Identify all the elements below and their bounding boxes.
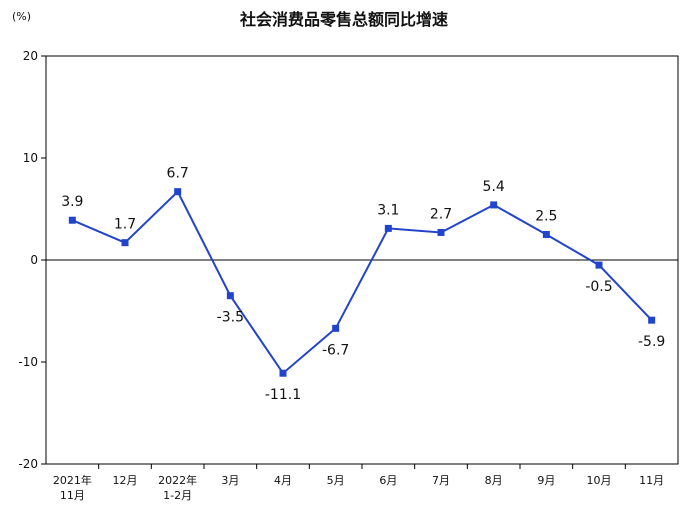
data-label: -11.1 — [265, 387, 301, 403]
y-unit-label: (%) — [12, 10, 31, 23]
data-label: 2.5 — [535, 209, 557, 225]
x-tick-label-line: 3月 — [221, 474, 239, 487]
data-labels: 3.9 1.7 6.7 -3.5 -11.1 -6.7 3.1 2.7 5.4 2.5 -0.5 -5… — [61, 166, 665, 404]
x-tick-label: 4月 — [274, 474, 292, 487]
data-label: -3.5 — [217, 310, 244, 326]
data-label: 2.7 — [430, 206, 452, 222]
x-tick-label: 6月 — [379, 474, 397, 487]
x-tick-label: 11月 — [639, 474, 664, 487]
data-point — [542, 231, 550, 238]
data-point — [648, 316, 656, 324]
y-tick-label: -10 — [18, 355, 38, 369]
x-tick-label: 2022年 1-2月 — [158, 473, 197, 502]
x-tick-label: 3月 — [221, 474, 239, 487]
data-point — [226, 292, 234, 300]
data-point — [279, 369, 287, 377]
y-tick-label: 0 — [30, 253, 38, 267]
x-tick-label-line: 7月 — [432, 474, 450, 487]
y-tick-label: 20 — [23, 49, 38, 63]
x-tick-label: 12月 — [113, 474, 138, 487]
data-label: -5.9 — [638, 334, 665, 350]
y-tick-label: 10 — [23, 151, 38, 165]
data-point — [174, 188, 182, 196]
x-tick-label: 10月 — [587, 474, 612, 487]
x-tick-label-line: 5月 — [327, 474, 345, 487]
x-tick-label-line: 12月 — [113, 474, 138, 487]
data-point — [437, 228, 445, 236]
y-tick-label: -20 — [18, 457, 38, 471]
data-label: 1.7 — [114, 217, 136, 233]
data-label: -6.7 — [322, 342, 349, 358]
x-tick-label-line: 10月 — [587, 474, 612, 487]
data-label: 5.4 — [483, 179, 505, 195]
data-point — [595, 261, 603, 269]
x-tick-label-line: 9月 — [537, 474, 555, 487]
data-point — [68, 216, 76, 224]
x-tick-label-line: 8月 — [485, 474, 503, 487]
x-tick-label: 9月 — [537, 474, 555, 487]
x-tick-label: 5月 — [327, 474, 345, 487]
x-tick-label: 8月 — [485, 474, 503, 487]
data-point — [332, 324, 340, 332]
data-point — [490, 201, 498, 209]
series-markers — [68, 188, 656, 377]
x-tick-label-line: 11月 — [639, 474, 664, 487]
x-tick-label-line: 4月 — [274, 474, 292, 487]
data-label: 3.1 — [377, 202, 399, 218]
data-label: 6.7 — [167, 166, 189, 182]
data-point — [121, 239, 129, 247]
series-line — [71, 190, 653, 375]
data-label: -0.5 — [585, 279, 612, 295]
x-tick-label-line: 2022年 — [158, 473, 197, 487]
x-tick-label-line: 6月 — [379, 474, 397, 487]
chart-title: 社会消费品零售总额同比增速 — [239, 10, 448, 29]
x-tick-label: 2021年 11月 — [53, 473, 92, 502]
data-label: 3.9 — [61, 194, 83, 210]
data-point — [384, 224, 392, 232]
x-tick-label-line: 2021年 — [53, 473, 92, 487]
x-tick-label: 7月 — [432, 474, 450, 487]
x-axis-ticks: 2021年 11月 12月 2022年 1-2月 3月 4月 5月 6月 7月 8月 9月 10月 11月 — [53, 464, 664, 502]
y-axis-ticks: 20 10 0 -10 -20 — [18, 49, 46, 471]
x-tick-label-line: 11月 — [60, 489, 85, 502]
x-tick-label-line: 1-2月 — [163, 489, 192, 502]
